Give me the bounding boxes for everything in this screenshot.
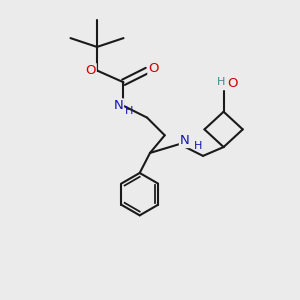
Text: O: O — [148, 61, 159, 75]
Text: O: O — [227, 77, 238, 90]
Text: N: N — [113, 99, 123, 112]
Text: H: H — [194, 141, 202, 151]
Text: H: H — [124, 106, 133, 116]
Text: N: N — [180, 134, 190, 147]
Text: H: H — [217, 77, 225, 87]
Text: O: O — [85, 64, 96, 77]
